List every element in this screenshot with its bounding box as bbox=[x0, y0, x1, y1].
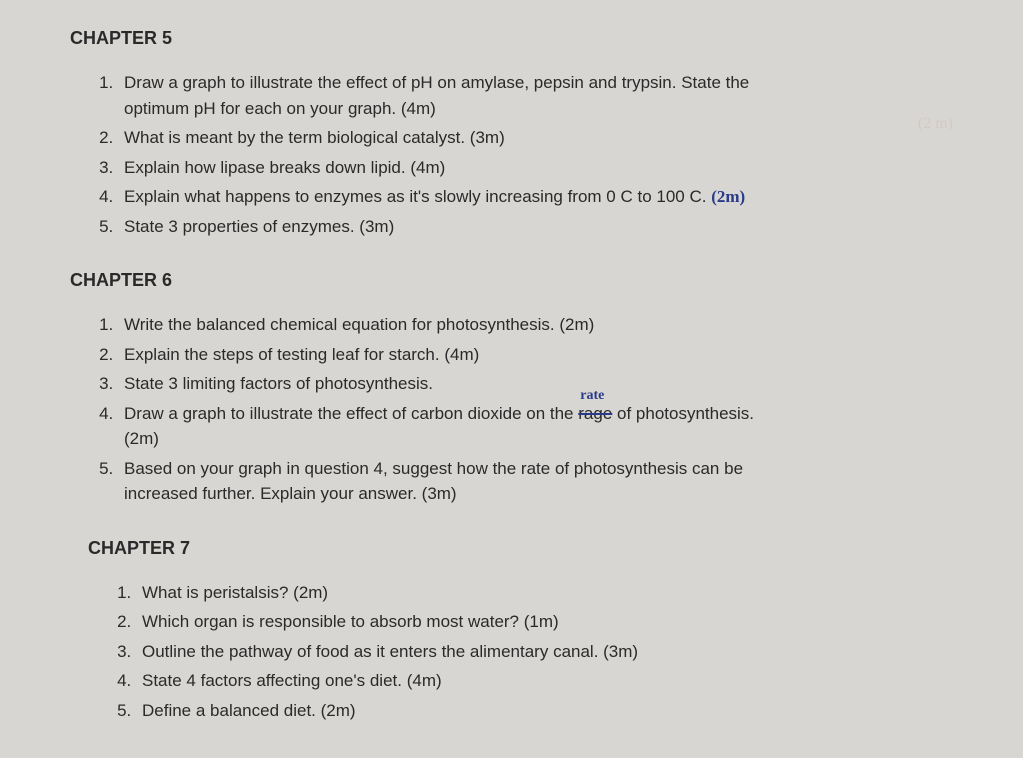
list-item: State 4 factors affecting one's diet. (4… bbox=[136, 668, 963, 694]
chapter-5-block: CHAPTER 5 Draw a graph to illustrate the… bbox=[70, 25, 963, 239]
handwritten-correction: rate bbox=[580, 385, 604, 406]
chapter-5-list: Draw a graph to illustrate the effect of… bbox=[70, 70, 963, 239]
faint-background-text: (2 m) bbox=[918, 112, 953, 136]
question-text: Explain the steps of testing leaf for st… bbox=[124, 345, 479, 364]
list-item: State 3 properties of enzymes. (3m) bbox=[118, 214, 963, 240]
chapter-7-title: CHAPTER 7 bbox=[88, 535, 963, 562]
list-item: State 3 limiting factors of photosynthes… bbox=[118, 371, 963, 397]
handwritten-annotation: (2m) bbox=[711, 187, 745, 206]
question-text: Draw a graph to illustrate the effect of… bbox=[124, 73, 749, 92]
question-text: (2m) bbox=[124, 429, 159, 448]
list-item: Outline the pathway of food as it enters… bbox=[136, 639, 963, 665]
question-text: optimum pH for each on your graph. (4m) bbox=[124, 99, 436, 118]
list-item: Which organ is responsible to absorb mos… bbox=[136, 609, 963, 635]
question-text: of photosynthesis. bbox=[612, 404, 754, 423]
question-text: State 4 factors affecting one's diet. (4… bbox=[142, 671, 442, 690]
question-text: What is peristalsis? (2m) bbox=[142, 583, 328, 602]
list-item: What is meant by the term biological cat… bbox=[118, 125, 963, 151]
list-item: Draw a graph to illustrate the effect of… bbox=[118, 70, 963, 121]
question-text: Explain how lipase breaks down lipid. (4… bbox=[124, 158, 445, 177]
question-text: Explain what happens to enzymes as it's … bbox=[124, 187, 711, 206]
chapter-6-block: CHAPTER 6 Write the balanced chemical eq… bbox=[70, 267, 963, 507]
chapter-7-list: What is peristalsis? (2m) Which organ is… bbox=[88, 580, 963, 724]
question-text: Based on your graph in question 4, sugge… bbox=[124, 459, 743, 478]
list-item: Write the balanced chemical equation for… bbox=[118, 312, 963, 338]
chapter-5-title: CHAPTER 5 bbox=[70, 25, 963, 52]
question-text: State 3 properties of enzymes. (3m) bbox=[124, 217, 394, 236]
question-text: What is meant by the term biological cat… bbox=[124, 128, 505, 147]
list-item: Based on your graph in question 4, sugge… bbox=[118, 456, 963, 507]
list-item: Draw a graph to illustrate the effect of… bbox=[118, 401, 963, 452]
question-text: Which organ is responsible to absorb mos… bbox=[142, 612, 559, 631]
question-text: Write the balanced chemical equation for… bbox=[124, 315, 594, 334]
list-item: What is peristalsis? (2m) bbox=[136, 580, 963, 606]
question-text: Outline the pathway of food as it enters… bbox=[142, 642, 638, 661]
question-text: State 3 limiting factors of photosynthes… bbox=[124, 374, 433, 393]
list-item: Define a balanced diet. (2m) bbox=[136, 698, 963, 724]
struck-text: rage bbox=[578, 404, 612, 423]
chapter-7-block: CHAPTER 7 What is peristalsis? (2m) Whic… bbox=[70, 535, 963, 724]
chapter-6-list: Write the balanced chemical equation for… bbox=[70, 312, 963, 507]
list-item: Explain what happens to enzymes as it's … bbox=[118, 184, 963, 210]
question-text: Draw a graph to illustrate the effect of… bbox=[124, 404, 578, 423]
question-text: increased further. Explain your answer. … bbox=[124, 484, 457, 503]
chapter-6-title: CHAPTER 6 bbox=[70, 267, 963, 294]
list-item: Explain how lipase breaks down lipid. (4… bbox=[118, 155, 963, 181]
question-text: Define a balanced diet. (2m) bbox=[142, 701, 356, 720]
list-item: Explain the steps of testing leaf for st… bbox=[118, 342, 963, 368]
